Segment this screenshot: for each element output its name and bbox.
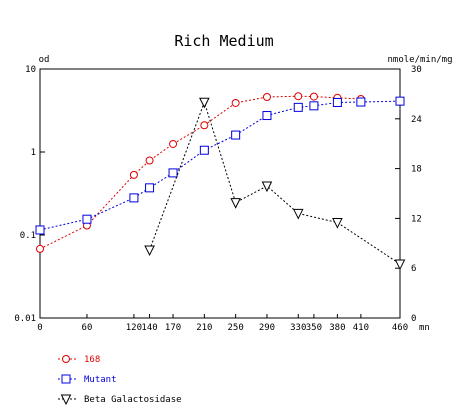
y-right-ticks: 0 6 12 18 24 30 <box>395 65 422 324</box>
series-triangle-down <box>144 97 406 271</box>
data-point <box>144 245 155 257</box>
data-point <box>293 102 303 112</box>
data-point <box>231 98 240 107</box>
x-tick-label: 460 <box>392 323 408 333</box>
data-point <box>145 183 155 193</box>
x-axis-unit: mn <box>419 323 430 333</box>
data-point <box>199 97 210 109</box>
x-tick-label: 170 <box>165 323 181 333</box>
y-right-tick-label: 24 <box>411 115 422 125</box>
legend-label: 168 <box>84 355 100 365</box>
y-right-tick-label: 30 <box>411 65 422 75</box>
legend-label: Beta Galactosidase <box>84 395 182 405</box>
series-line <box>39 100 401 231</box>
data-point <box>262 92 271 101</box>
legend-marker <box>60 394 72 405</box>
data-point <box>332 218 343 229</box>
y-right-tick-label: 0 <box>411 314 416 324</box>
x-tick-label: 250 <box>228 323 244 333</box>
x-tick-label: 350 <box>306 323 322 333</box>
data-point <box>230 198 241 209</box>
legend: 168 Mutant Beta Galactosidase <box>58 355 182 405</box>
data-point <box>356 97 366 107</box>
plot-area-frame <box>39 68 401 319</box>
y-right-tick-label: 6 <box>411 264 416 274</box>
data-point <box>169 139 178 148</box>
y-right-tick-label: 18 <box>411 165 422 175</box>
data-point <box>199 145 209 155</box>
x-tick-label: 210 <box>196 323 212 333</box>
data-point <box>294 92 303 101</box>
x-tick-label: 0 <box>37 323 42 333</box>
data-point <box>395 96 405 106</box>
data-point <box>129 193 139 203</box>
y-left-axis-label: od <box>39 55 50 65</box>
legend-label: Mutant <box>84 375 117 385</box>
x-tick-label: 140 <box>141 323 157 333</box>
y-right-tick-label: 12 <box>411 214 422 224</box>
legend-marker <box>61 374 71 384</box>
data-point <box>309 101 319 111</box>
x-tick-label: 380 <box>329 323 345 333</box>
series-layer <box>35 92 406 271</box>
data-point <box>82 214 92 224</box>
data-point <box>332 97 342 107</box>
legend-marker <box>62 355 70 363</box>
x-tick-label: 330 <box>290 323 306 333</box>
series-circle <box>36 92 365 253</box>
chart-title: Rich Medium <box>174 32 273 50</box>
y-left-tick-label: 0.1 <box>20 231 36 241</box>
y-left-ticks: 0.01 0.1 1 10 <box>14 65 45 324</box>
data-point <box>292 208 304 220</box>
data-point <box>36 244 44 253</box>
y-left-tick-label: 1 <box>31 148 36 158</box>
data-point <box>394 259 406 271</box>
x-tick-label: 410 <box>353 323 369 333</box>
y-left-tick-label: 0.01 <box>14 314 36 324</box>
x-tick-label: 290 <box>259 323 275 333</box>
y-right-axis-label: nmole/min/mg <box>387 55 452 65</box>
data-point <box>129 170 138 179</box>
series-line <box>149 100 401 265</box>
data-point <box>35 225 45 235</box>
series-square <box>35 96 405 235</box>
data-point <box>200 121 209 130</box>
data-point <box>231 130 241 140</box>
data-point <box>168 168 178 178</box>
data-point <box>145 156 154 165</box>
y-left-tick-label: 10 <box>25 65 36 75</box>
x-tick-label: 60 <box>82 323 93 333</box>
data-point <box>262 111 272 121</box>
x-tick-label: 120 <box>126 323 142 333</box>
data-point <box>309 92 318 101</box>
data-point <box>261 181 273 193</box>
x-ticks: 0 60 120 140 170 210 250 290 330 350 380 410 460 <box>37 314 408 333</box>
